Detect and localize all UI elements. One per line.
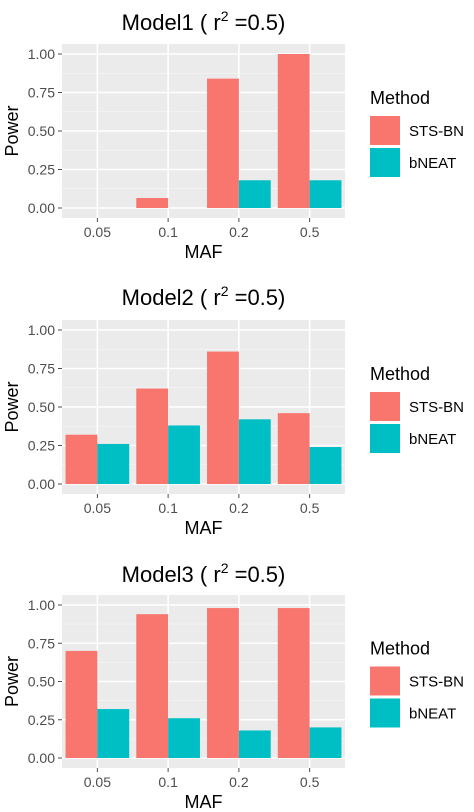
- legend: Method STS-BN bNEAT: [370, 88, 464, 177]
- bar-bneat-0-1: [168, 718, 200, 758]
- bar-bneat-0-5: [309, 447, 342, 484]
- chart-title-main: Model1 ( r: [122, 10, 221, 35]
- bar-sts-bn-0-5: [277, 608, 310, 758]
- bar-bneat-0-2: [238, 730, 271, 758]
- chart-title-suffix: =0.5): [228, 285, 285, 310]
- x-tick-label: 0.5: [300, 500, 320, 516]
- legend-label: STS-BN: [409, 399, 464, 416]
- legend-title: Method: [370, 639, 430, 659]
- y-tick-label: 0.50: [28, 674, 55, 690]
- legend-key-sts-bn: [370, 666, 400, 696]
- legend-label: STS-BN: [409, 123, 464, 140]
- y-axis-title: Power: [2, 105, 22, 156]
- y-tick-label: 0.25: [28, 162, 55, 178]
- x-tick-label: 0.5: [300, 224, 320, 240]
- legend-label: bNEAT: [409, 155, 456, 172]
- x-tick-label: 0.1: [158, 500, 178, 516]
- bar-bneat-0-05: [97, 443, 130, 484]
- bar-sts-bn-0-05: [65, 650, 98, 758]
- bar-sts-bn-0-5: [277, 54, 310, 208]
- bar-bneat-0-2: [238, 180, 271, 208]
- y-axis-title: Power: [2, 381, 22, 432]
- chart-title-suffix: =0.5): [228, 562, 285, 587]
- chart-title-main: Model3 ( r: [122, 562, 221, 587]
- y-tick-label: 1.00: [28, 322, 55, 338]
- x-axis-title: MAF: [185, 242, 223, 262]
- bar-bneat-0-5: [309, 180, 342, 208]
- bar-sts-bn-0-1: [136, 197, 169, 208]
- y-tick-label: 0.75: [28, 85, 55, 101]
- legend-key-bneat: [370, 698, 400, 728]
- chart-panel-1: 0.00 0.25 0.50 0.75 1.00 0.05 0.1 0.2 0.5 MAF Powe…: [2, 8, 464, 262]
- x-tick-label: 0.05: [84, 224, 111, 240]
- y-axis-title: Power: [2, 656, 22, 707]
- y-tick-label: 0.50: [28, 123, 55, 139]
- x-tick-label: 0.2: [229, 224, 249, 240]
- chart-panel-2: 0.00 0.25 0.50 0.75 1.00 0.05 0.1 0.2 0.5 MAF Powe…: [2, 283, 464, 538]
- bar-sts-bn-0-2: [207, 608, 239, 758]
- x-tick-label: 0.1: [158, 224, 178, 240]
- legend-key-bneat: [370, 424, 400, 453]
- legend-label: bNEAT: [409, 431, 456, 448]
- bar-bneat-0-5: [309, 727, 342, 758]
- y-tick-label: 0.25: [28, 438, 55, 454]
- chart-title-superscript: 2: [221, 560, 229, 576]
- legend-key-sts-bn: [370, 116, 400, 145]
- bar-sts-bn-0-5: [277, 413, 310, 484]
- legend-title: Method: [370, 364, 430, 384]
- legend: Method STS-BN bNEAT: [370, 364, 464, 453]
- legend-key-bneat: [370, 148, 400, 177]
- bar-sts-bn-0-2: [207, 78, 239, 208]
- chart-title-main: Model2 ( r: [122, 285, 221, 310]
- y-tick-label: 0.75: [28, 361, 55, 377]
- legend-label: STS-BN: [409, 674, 464, 691]
- chart-title: Model3 ( r2 =0.5): [122, 560, 286, 587]
- legend: Method STS-BN bNEAT: [370, 639, 464, 728]
- chart-title-superscript: 2: [221, 8, 229, 24]
- x-tick-label: 0.5: [300, 774, 320, 790]
- bar-sts-bn-0-1: [136, 614, 169, 758]
- legend-key-sts-bn: [370, 392, 400, 421]
- bar-bneat-0-2: [238, 419, 271, 484]
- bar-bneat-0-05: [97, 709, 130, 758]
- x-axis-title: MAF: [185, 518, 223, 538]
- y-tick-label: 0.50: [28, 399, 55, 415]
- y-tick-label: 1.00: [28, 597, 55, 613]
- y-tick-label: 0.00: [28, 200, 55, 216]
- x-tick-label: 0.2: [229, 500, 249, 516]
- y-tick-label: 0.25: [28, 712, 55, 728]
- legend-title: Method: [370, 88, 430, 108]
- y-tick-label: 0.00: [28, 750, 55, 766]
- chart-title-superscript: 2: [221, 283, 229, 299]
- bar-sts-bn-0-1: [136, 388, 169, 484]
- chart-panel-3: 0.00 0.25 0.50 0.75 1.00 0.05 0.1 0.2 0.5 MAF Powe…: [2, 560, 464, 812]
- y-tick-label: 0.75: [28, 635, 55, 651]
- x-tick-label: 0.2: [229, 774, 249, 790]
- y-tick-label: 0.00: [28, 476, 55, 492]
- legend-label: bNEAT: [409, 706, 456, 723]
- bar-bneat-0-1: [168, 425, 200, 484]
- x-tick-label: 0.05: [84, 774, 111, 790]
- x-tick-label: 0.1: [158, 774, 178, 790]
- x-tick-label: 0.05: [84, 500, 111, 516]
- chart-title: Model2 ( r2 =0.5): [122, 283, 286, 310]
- chart-title: Model1 ( r2 =0.5): [122, 8, 286, 35]
- chart-title-suffix: =0.5): [228, 10, 285, 35]
- y-tick-label: 1.00: [28, 46, 55, 62]
- bar-sts-bn-0-2: [207, 351, 239, 484]
- x-axis-title: MAF: [185, 792, 223, 812]
- bar-sts-bn-0-05: [65, 434, 98, 484]
